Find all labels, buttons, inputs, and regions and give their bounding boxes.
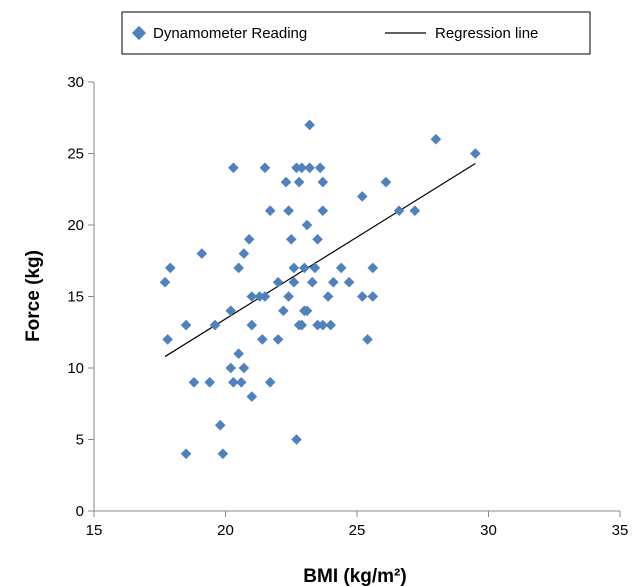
y-tick-label: 5: [76, 432, 84, 449]
data-point: [291, 434, 302, 445]
data-point: [317, 319, 329, 331]
data-point: [343, 276, 355, 288]
data-point: [317, 205, 329, 216]
y-tick-label: 20: [67, 217, 84, 234]
data-point: [180, 448, 192, 460]
data-point: [312, 234, 323, 245]
data-point: [409, 205, 421, 216]
data-point: [285, 234, 297, 245]
data-point: [335, 262, 347, 274]
data-point: [225, 305, 237, 317]
y-tick-label: 30: [67, 74, 84, 91]
data-point: [272, 334, 284, 345]
data-point: [238, 248, 250, 259]
data-point: [393, 205, 405, 216]
data-point: [162, 334, 173, 345]
x-tick-label: 35: [612, 522, 629, 539]
data-point: [214, 419, 226, 431]
data-point: [299, 262, 310, 274]
data-point: [306, 276, 318, 288]
data-point: [356, 291, 368, 302]
data-point: [309, 262, 321, 274]
data-point: [322, 291, 334, 302]
data-point: [159, 276, 171, 288]
data-point: [470, 148, 481, 159]
data-point: [235, 377, 247, 388]
data-point: [288, 262, 300, 274]
data-point: [314, 162, 326, 174]
data-point: [243, 234, 255, 245]
data-point: [283, 205, 294, 216]
data-point: [304, 162, 315, 174]
data-point: [246, 391, 258, 402]
data-point: [164, 262, 176, 274]
data-point: [196, 248, 208, 259]
data-point: [325, 319, 336, 331]
data-point: [296, 319, 308, 331]
data-point: [301, 219, 313, 231]
data-point: [225, 362, 237, 374]
data-point: [233, 262, 244, 274]
y-tick-label: 25: [67, 146, 84, 163]
data-point: [257, 334, 268, 345]
data-point: [293, 176, 305, 188]
y-tick-label: 10: [67, 360, 84, 377]
x-tick-label: 15: [86, 522, 103, 539]
data-point: [180, 319, 192, 331]
y-axis-title: Force (kg): [23, 250, 44, 342]
data-point: [228, 377, 239, 388]
data-point: [278, 305, 289, 317]
data-point: [367, 262, 379, 274]
data-point: [301, 305, 313, 317]
tick-labels: 0 5 10 15 20 25 30 15 20 25 30 35: [67, 74, 628, 539]
data-point: [259, 291, 271, 302]
x-tick-label: 25: [349, 522, 366, 539]
data-point: [280, 176, 292, 188]
y-tick-label: 15: [67, 289, 84, 306]
data-point: [204, 377, 216, 388]
data-point: [264, 205, 276, 216]
data-point: [228, 162, 239, 174]
legend: Dynamometer Reading Regression line: [121, 11, 591, 55]
points-layer: [159, 119, 481, 460]
data-point: [362, 334, 373, 345]
legend-box: [121, 11, 591, 55]
data-point: [259, 162, 271, 174]
data-point: [304, 119, 315, 131]
x-tick-label: 30: [480, 522, 497, 539]
data-point: [238, 362, 250, 374]
data-point: [317, 176, 329, 188]
data-point: [283, 291, 294, 302]
data-point: [356, 191, 368, 202]
data-point: [380, 176, 392, 188]
data-point: [217, 448, 229, 460]
data-point: [367, 291, 379, 302]
data-point: [209, 319, 221, 331]
data-point: [288, 276, 300, 288]
x-tick-label: 20: [217, 522, 234, 539]
data-point: [233, 348, 244, 359]
data-point: [296, 162, 308, 174]
data-point: [246, 291, 258, 302]
data-point: [188, 377, 200, 388]
y-tick-label: 0: [76, 503, 84, 520]
data-point: [328, 276, 339, 288]
legend-label-dynamometer: Dynamometer Reading: [153, 25, 307, 42]
data-point: [246, 319, 258, 331]
plot-axes: [88, 81, 621, 517]
data-point: [272, 276, 284, 288]
x-axis-title: BMI (kg/m²): [303, 566, 406, 587]
data-point: [264, 377, 276, 388]
legend-label-regression: Regression line: [435, 25, 538, 42]
data-point: [430, 133, 442, 145]
